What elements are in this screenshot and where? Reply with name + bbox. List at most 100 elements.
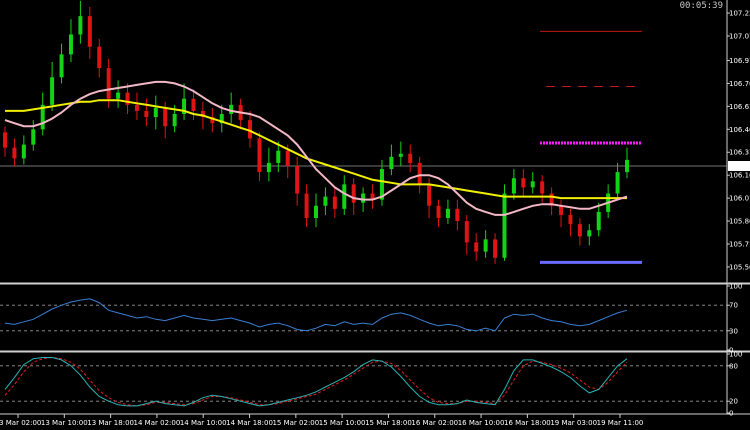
- candle-body: [596, 211, 601, 231]
- moving-average-fast: [4, 80, 628, 216]
- candle-body: [172, 114, 177, 127]
- candle-body: [625, 159, 629, 173]
- stoch-signal-line: [4, 356, 628, 407]
- server-clock: 00:05:39: [680, 1, 723, 11]
- current-price-box: [728, 161, 750, 171]
- candle-body: [229, 104, 234, 114]
- candle-body: [436, 205, 441, 218]
- candle-body: [464, 221, 469, 243]
- candle-body: [615, 172, 620, 194]
- candle-body: [389, 156, 394, 170]
- candle-body: [398, 153, 403, 157]
- stochastic-pane[interactable]: 100 80 20 0: [0, 351, 742, 418]
- candle-body: [568, 214, 573, 225]
- candle-body: [285, 150, 290, 166]
- price-pane[interactable]: 107.22 107.07 106.91 106.76 106.61 106.46 106.…: [0, 0, 750, 272]
- candle-body: [455, 208, 460, 222]
- candle-body: [78, 16, 83, 35]
- candle-body: [370, 193, 375, 200]
- time-tick-label: 19 Mar 11:00: [597, 419, 644, 427]
- rsi-tick-label: 70: [729, 302, 738, 310]
- candle-body: [511, 178, 516, 194]
- candle-body: [144, 110, 149, 118]
- time-tick-label: 14 Mar 02:00: [134, 419, 181, 427]
- price-tick-label: 106.31: [729, 149, 750, 157]
- price-tick-label: 106.61: [729, 103, 750, 111]
- stoch-tick-label: 20: [729, 398, 738, 406]
- candle-body: [134, 104, 139, 111]
- candle-body: [549, 193, 554, 206]
- moving-average-slow: [5, 99, 627, 200]
- price-tick-label: 106.76: [729, 80, 750, 88]
- price-tick-label: 106.16: [729, 172, 750, 180]
- time-tick-label: 16 Mar 10:00: [458, 419, 505, 427]
- candle-body: [408, 153, 413, 163]
- stoch-main-line: [4, 357, 628, 407]
- candle-body: [502, 193, 507, 258]
- rsi-line: [4, 298, 628, 332]
- price-tick-label: 105.86: [729, 218, 750, 226]
- stoch-tick-label: 80: [729, 362, 738, 370]
- candle-body: [163, 107, 168, 127]
- candle-body: [587, 230, 592, 237]
- candle-body: [521, 178, 526, 188]
- price-tick-label: 106.91: [729, 57, 750, 65]
- candle-body: [276, 150, 281, 163]
- time-tick-label: 14 Mar 10:00: [180, 419, 227, 427]
- candle-body: [342, 184, 347, 209]
- candle-body: [314, 205, 318, 218]
- price-tick-label: 107.07: [729, 33, 750, 41]
- candle-body: [295, 166, 300, 194]
- candle-body: [577, 224, 582, 237]
- candle-body: [493, 239, 498, 258]
- candle-body: [87, 16, 92, 47]
- candle-body: [191, 98, 196, 111]
- candle-body: [106, 68, 111, 99]
- time-tick-label: 16 Mar 02:00: [411, 419, 458, 427]
- candle-body: [445, 208, 450, 218]
- candle-body: [559, 205, 564, 215]
- time-tick-label: 13 Mar 10:00: [41, 419, 88, 427]
- candle-body: [182, 98, 187, 114]
- current-price-label: 106.22: [729, 163, 750, 171]
- candle-body: [379, 169, 384, 200]
- candle-body: [266, 162, 271, 173]
- price-tick-label: 107.22: [729, 10, 750, 18]
- candle-body: [361, 193, 366, 203]
- stoch-tick-label: 0: [729, 410, 733, 418]
- time-tick-label: 15 Mar 02:00: [272, 419, 319, 427]
- candle-body: [248, 120, 253, 139]
- candle-body: [153, 107, 158, 118]
- candle-body: [332, 196, 337, 209]
- time-tick-label: 16 Mar 18:00: [504, 419, 551, 427]
- candle-body: [219, 114, 224, 124]
- rsi-tick-label: 0: [729, 347, 733, 355]
- time-tick-label: 13 Mar 02:00: [0, 419, 41, 427]
- candle-body: [417, 162, 422, 185]
- time-tick-label: 13 Mar 18:00: [87, 419, 134, 427]
- candle-body: [210, 117, 215, 124]
- candle-body: [304, 193, 309, 218]
- candle-body: [31, 129, 36, 145]
- candle-body: [200, 110, 205, 118]
- candle-body: [323, 196, 328, 206]
- candle-body: [540, 181, 545, 194]
- candle-body: [351, 184, 356, 203]
- rsi-pane[interactable]: 100 70 30 0: [0, 283, 742, 355]
- stoch-tick-label: 100: [729, 351, 742, 359]
- candle-body: [483, 239, 488, 252]
- candle-body: [59, 54, 64, 78]
- candle-body: [12, 147, 17, 159]
- time-tick-label: 19 Mar 03:00: [550, 419, 597, 427]
- candle-body: [97, 46, 102, 69]
- candle-body: [474, 242, 479, 252]
- time-tick-label: 15 Mar 18:00: [365, 419, 412, 427]
- time-tick-label: 14 Mar 18:00: [226, 419, 273, 427]
- price-tick-label: 105.71: [729, 241, 750, 249]
- candle-body: [125, 92, 130, 105]
- candle-body: [3, 132, 7, 148]
- rsi-tick-label: 30: [729, 327, 738, 335]
- candle-body: [116, 92, 121, 99]
